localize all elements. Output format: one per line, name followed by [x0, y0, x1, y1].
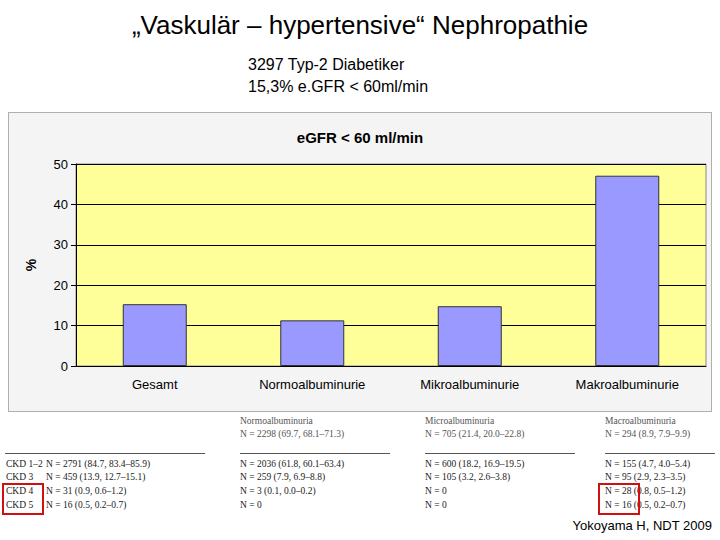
html-text:N = 705 (21.4, 20.0–22.8): N = 705 (21.4, 20.0–22.8) — [425, 429, 525, 439]
html-text:N = 294 (8.9, 7.9–9.9): N = 294 (8.9, 7.9–9.9) — [605, 429, 690, 439]
html-text:N = 16 (0.5, 0.2–0.7): N = 16 (0.5, 0.2–0.7) — [46, 500, 127, 510]
svg-text:%: % — [23, 258, 39, 271]
html-text:N = 95 (2.9, 2.3–3.5): N = 95 (2.9, 2.3–3.5) — [605, 472, 686, 482]
html-text:Yokoyama H, NDT 2009: Yokoyama H, NDT 2009 — [572, 518, 712, 533]
html-text:Macroalbuminuria: Macroalbuminuria — [605, 416, 676, 426]
html-text:N = 28 (0.8, 0.5–1.2): N = 28 (0.8, 0.5–1.2) — [605, 486, 686, 496]
html-text:N = 0: N = 0 — [425, 486, 447, 496]
svg-text:10: 10 — [54, 318, 68, 333]
svg-text:50: 50 — [54, 157, 68, 172]
svg-text:Mikroalbuminurie: Mikroalbuminurie — [420, 377, 519, 392]
svg-text:20: 20 — [54, 278, 68, 293]
svg-text:30: 30 — [54, 237, 68, 252]
html-text:CKD 3: CKD 3 — [6, 472, 34, 482]
html-text:„Vaskulär – hypertensive“ Neph: „Vaskulär – hypertensive“ Nephropathie — [131, 10, 589, 40]
html-text:Normoalbuminuria: Normoalbuminuria — [240, 416, 313, 426]
html-text:CKD 1–2 N = 2791 (84.7, 83.4–8: CKD 1–2 N = 2791 (84.7, 83.4–85.9) — [6, 459, 150, 469]
html-text:N = 3 (0.1, 0.0–0.2): N = 3 (0.1, 0.0–0.2) — [240, 486, 316, 496]
svg-text:Normoalbuminurie: Normoalbuminurie — [259, 377, 365, 392]
svg-text:Gesamt: Gesamt — [132, 377, 178, 392]
html-text:N = 259 (7.9, 6.9–8.8): N = 259 (7.9, 6.9–8.8) — [240, 472, 325, 482]
svg-text:Makroalbuminurie: Makroalbuminurie — [576, 377, 679, 392]
html-text:3297 Typ-2 Diabetiker: 3297 Typ-2 Diabetiker — [248, 56, 405, 73]
html-text:Microalbuminuria: Microalbuminuria — [425, 416, 495, 426]
html-text:CKD 5: CKD 5 — [6, 500, 34, 510]
html-text:N = 600 (18.2, 16.9–19.5): N = 600 (18.2, 16.9–19.5) — [425, 459, 525, 469]
html-text:N = 0: N = 0 — [425, 500, 447, 510]
html-text:N = 0: N = 0 — [240, 500, 262, 510]
html-text:CKD 4: CKD 4 — [6, 486, 34, 496]
html-text:N = 16 (0.5, 0.2–0.7): N = 16 (0.5, 0.2–0.7) — [605, 500, 686, 510]
svg-text:eGFR < 60 ml/min: eGFR < 60 ml/min — [297, 129, 423, 146]
html-text:15,3% e.GFR < 60ml/min: 15,3% e.GFR < 60ml/min — [248, 78, 429, 95]
html-text:N = 459 (13.9, 12.7–15.1): N = 459 (13.9, 12.7–15.1) — [46, 472, 146, 482]
svg-text:40: 40 — [54, 197, 68, 212]
html-text:N = 2298 (69.7, 68.1–71.3): N = 2298 (69.7, 68.1–71.3) — [240, 429, 344, 439]
html-text:N = 31 (0.9, 0.6–1.2): N = 31 (0.9, 0.6–1.2) — [46, 486, 127, 496]
html-text:N = 155 (4.7, 4.0–5.4): N = 155 (4.7, 4.0–5.4) — [605, 459, 690, 469]
svg-text:0: 0 — [61, 359, 68, 374]
html-text:N = 105 (3.2, 2.6–3.8): N = 105 (3.2, 2.6–3.8) — [425, 472, 510, 482]
html-text:N = 2036 (61.8, 60.1–63.4): N = 2036 (61.8, 60.1–63.4) — [240, 459, 344, 469]
